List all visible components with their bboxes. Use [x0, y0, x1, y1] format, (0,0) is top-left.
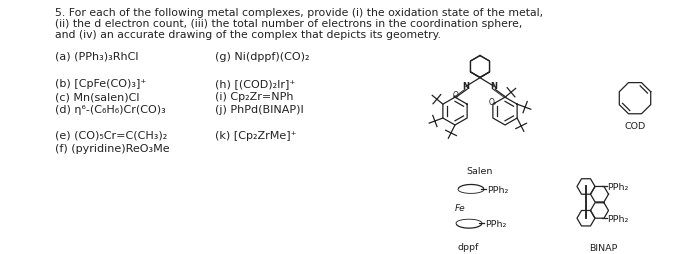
Text: (a) (PPh₃)₃RhCl: (a) (PPh₃)₃RhCl: [55, 51, 139, 61]
Text: O: O: [489, 97, 495, 106]
Text: (j) PhPd(BINAP)I: (j) PhPd(BINAP)I: [215, 105, 304, 115]
Text: COD: COD: [624, 121, 645, 131]
Text: (f) (pyridine)ReO₃Me: (f) (pyridine)ReO₃Me: [55, 143, 169, 153]
Text: (g) Ni(dppf)(CO)₂: (g) Ni(dppf)(CO)₂: [215, 51, 309, 61]
Text: PPh₂: PPh₂: [608, 214, 629, 223]
Text: PPh₂: PPh₂: [608, 182, 629, 191]
Text: Fe: Fe: [455, 203, 466, 212]
Text: PPh₂: PPh₂: [485, 219, 506, 228]
Text: and (iv) an accurate drawing of the complex that depicts its geometry.: and (iv) an accurate drawing of the comp…: [55, 30, 441, 40]
Text: (d) η⁶-(C₆H₆)Cr(CO)₃: (d) η⁶-(C₆H₆)Cr(CO)₃: [55, 105, 166, 115]
Text: (e) (CO)₅Cr=C(CH₃)₂: (e) (CO)₅Cr=C(CH₃)₂: [55, 130, 167, 140]
Text: BINAP: BINAP: [589, 243, 617, 252]
Text: N: N: [463, 82, 470, 90]
Text: (h) [(COD)₂Ir]⁺: (h) [(COD)₂Ir]⁺: [215, 79, 295, 89]
Text: dppf: dppf: [457, 242, 479, 251]
Text: (ii) the d electron count, (iii) the total number of electrons in the coordinati: (ii) the d electron count, (iii) the tot…: [55, 19, 522, 29]
Text: Salen: Salen: [467, 166, 494, 175]
Text: O: O: [453, 90, 459, 99]
Text: (b) [CpFe(CO)₃]⁺: (b) [CpFe(CO)₃]⁺: [55, 79, 146, 89]
Text: N: N: [491, 82, 498, 90]
Text: PPh₂: PPh₂: [487, 185, 508, 194]
Text: (c) Mn(salen)Cl: (c) Mn(salen)Cl: [55, 92, 139, 102]
Text: (i) Cp₂Zr=NPh: (i) Cp₂Zr=NPh: [215, 92, 293, 102]
Text: (k) [Cp₂ZrMe]⁺: (k) [Cp₂ZrMe]⁺: [215, 130, 297, 140]
Text: 5. For each of the following metal complexes, provide (i) the oxidation state of: 5. For each of the following metal compl…: [55, 8, 543, 18]
